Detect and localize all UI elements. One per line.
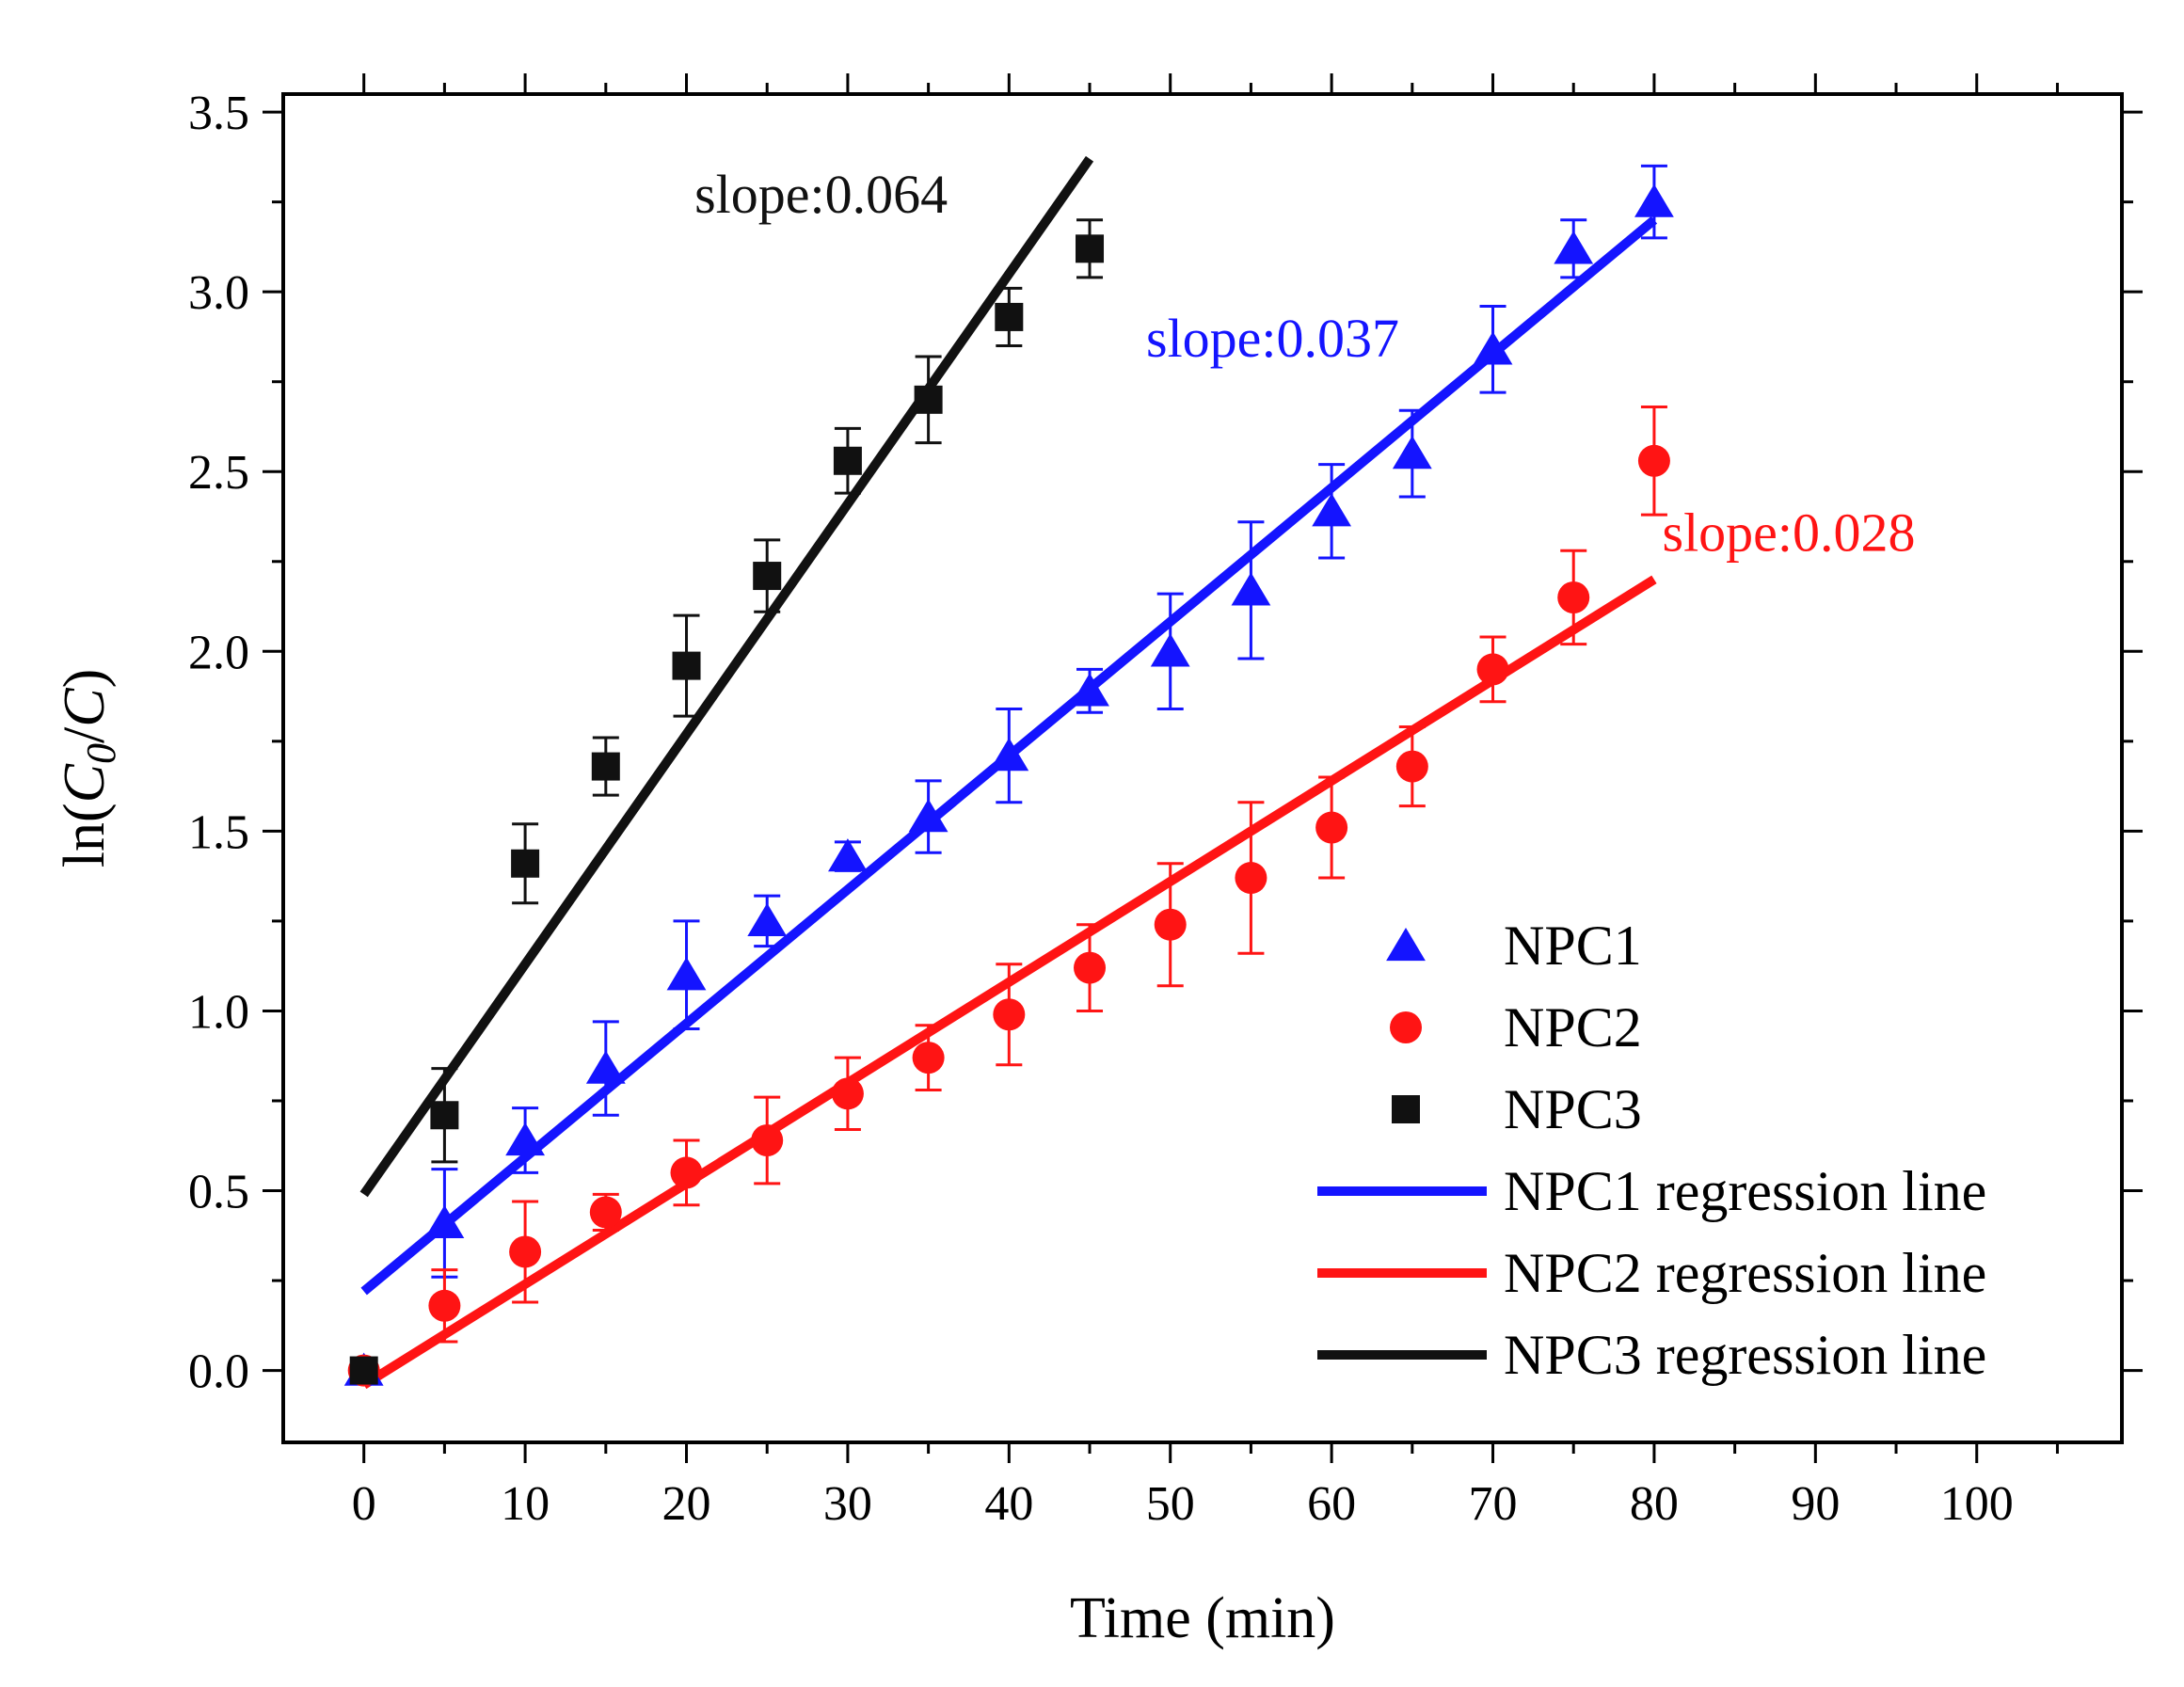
axes-layer: 0 10 20 30 40 50 60 70 80 90 100 0.0 0.5 1.0 1.5 2.0 2.5…: [188, 73, 2143, 1531]
npc1-point: [666, 957, 707, 991]
x-tick-label: 100: [1940, 1477, 2014, 1531]
y-title-c0-subscript: 0: [78, 743, 124, 764]
npc2-point: [751, 1124, 784, 1157]
x-tick-label: 80: [1630, 1477, 1679, 1531]
npc1-point: [1150, 633, 1190, 667]
npc3-point: [672, 651, 701, 680]
npc1-point: [1554, 231, 1594, 264]
npc1-point: [424, 1204, 465, 1239]
npc2-point: [589, 1196, 622, 1229]
x-tick-label: 90: [1791, 1477, 1840, 1531]
npc1-point: [828, 838, 868, 872]
legend-label: NPC2: [1504, 996, 1642, 1058]
npc2-point: [993, 998, 1026, 1031]
legend-square-marker: [1392, 1095, 1420, 1123]
y-title-suffix: ): [53, 669, 117, 689]
legend: NPC1 NPC2 NPC3 NPC1 regression line NPC2 reg…: [1317, 915, 1986, 1386]
npc2-point: [912, 1042, 945, 1074]
npc1-point: [1392, 436, 1432, 469]
y-title-c0: C: [53, 763, 117, 803]
slope-annotation: slope:0.037: [1146, 308, 1399, 369]
y-tick-label: 1.5: [188, 805, 249, 859]
npc2-point: [831, 1077, 864, 1110]
x-tick-label: 30: [823, 1477, 872, 1531]
x-tick-label: 60: [1307, 1477, 1356, 1531]
legend-label: NPC1 regression line: [1504, 1160, 1986, 1222]
x-tick-label: 70: [1469, 1477, 1518, 1531]
annotations-layer: slope:0.064 slope:0.037 slope:0.028: [694, 164, 1915, 563]
npc1-point: [747, 902, 788, 937]
slope-annotation: slope:0.028: [1663, 501, 1916, 563]
npc3-point: [914, 385, 943, 414]
npc2-point: [1637, 444, 1670, 477]
npc1-point: [1231, 572, 1271, 606]
npc3-point: [511, 849, 540, 878]
npc2-point: [670, 1156, 703, 1189]
npc2-point: [1154, 908, 1187, 941]
legend-label: NPC3 regression line: [1504, 1324, 1986, 1386]
npc1-point: [1312, 493, 1352, 527]
y-tick-label: 0.5: [188, 1166, 249, 1219]
npc1-point: [505, 1122, 546, 1156]
y-tick-label: 3.0: [188, 266, 249, 320]
slope-annotation: slope:0.064: [694, 164, 948, 225]
npc3-point: [430, 1101, 459, 1130]
y-title-c: C: [53, 688, 117, 727]
data-points-layer: [343, 164, 1674, 1387]
x-tick-label: 20: [662, 1477, 711, 1531]
npc2-point: [1557, 581, 1590, 613]
npc2-point: [1476, 653, 1509, 686]
npc1-point: [1070, 673, 1109, 707]
legend-label: NPC2 regression line: [1504, 1242, 1986, 1304]
plot-frame: [281, 92, 2124, 1444]
x-tick-label: 40: [984, 1477, 1033, 1531]
x-axis-title: Time (min): [1070, 1586, 1335, 1650]
regression-line: [359, 155, 1094, 1198]
npc3-point: [1076, 234, 1105, 263]
y-tick-label: 0.0: [188, 1345, 249, 1399]
npc2-point: [428, 1289, 461, 1322]
npc2-point: [1315, 811, 1348, 844]
npc1-point: [1473, 331, 1513, 365]
npc3-point: [591, 752, 620, 781]
npc1-point: [1634, 183, 1674, 217]
y-tick-label: 3.5: [188, 87, 249, 140]
y-tick-label: 2.5: [188, 446, 249, 500]
y-tick-label: 1.0: [188, 985, 249, 1039]
y-axis-title: ln(C0/C): [53, 669, 124, 867]
x-tick-label: 50: [1146, 1477, 1195, 1531]
npc3-point: [995, 302, 1024, 331]
legend-triangle-marker: [1386, 928, 1426, 962]
npc2-point: [509, 1235, 542, 1268]
y-tick-label: 2.0: [188, 626, 249, 679]
npc1-point: [585, 1050, 626, 1084]
y-title-slash: /: [53, 726, 117, 743]
x-tick-label: 0: [352, 1477, 376, 1531]
npc1-point: [989, 738, 1029, 772]
npc3-point: [753, 562, 782, 591]
legend-label: NPC3: [1504, 1078, 1642, 1140]
npc1-point: [908, 799, 949, 833]
npc2-point: [1235, 862, 1267, 895]
npc2-point: [1074, 951, 1107, 984]
legend-circle-marker: [1390, 1011, 1422, 1043]
npc3-point: [833, 446, 862, 475]
legend-label: NPC1: [1504, 915, 1642, 977]
y-title-prefix: ln(: [53, 803, 117, 867]
x-tick-label: 10: [501, 1477, 550, 1531]
npc2-point: [1395, 750, 1428, 783]
npc3-point: [349, 1356, 378, 1385]
